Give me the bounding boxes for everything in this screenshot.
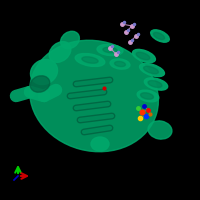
Ellipse shape [148, 81, 162, 87]
Ellipse shape [136, 52, 150, 60]
Ellipse shape [151, 30, 169, 42]
Ellipse shape [110, 59, 130, 69]
Ellipse shape [91, 137, 109, 151]
Ellipse shape [148, 121, 172, 139]
Ellipse shape [115, 61, 125, 67]
Ellipse shape [75, 54, 105, 66]
Ellipse shape [103, 47, 117, 53]
Ellipse shape [49, 42, 71, 62]
Ellipse shape [140, 63, 164, 77]
Ellipse shape [144, 66, 158, 74]
Ellipse shape [133, 49, 155, 63]
Ellipse shape [82, 57, 98, 63]
Ellipse shape [30, 40, 158, 152]
Ellipse shape [141, 93, 153, 99]
Ellipse shape [97, 44, 123, 56]
Ellipse shape [153, 32, 165, 40]
Ellipse shape [61, 31, 79, 49]
Ellipse shape [137, 90, 159, 102]
Ellipse shape [30, 76, 50, 92]
Ellipse shape [30, 59, 58, 85]
Ellipse shape [144, 78, 168, 90]
